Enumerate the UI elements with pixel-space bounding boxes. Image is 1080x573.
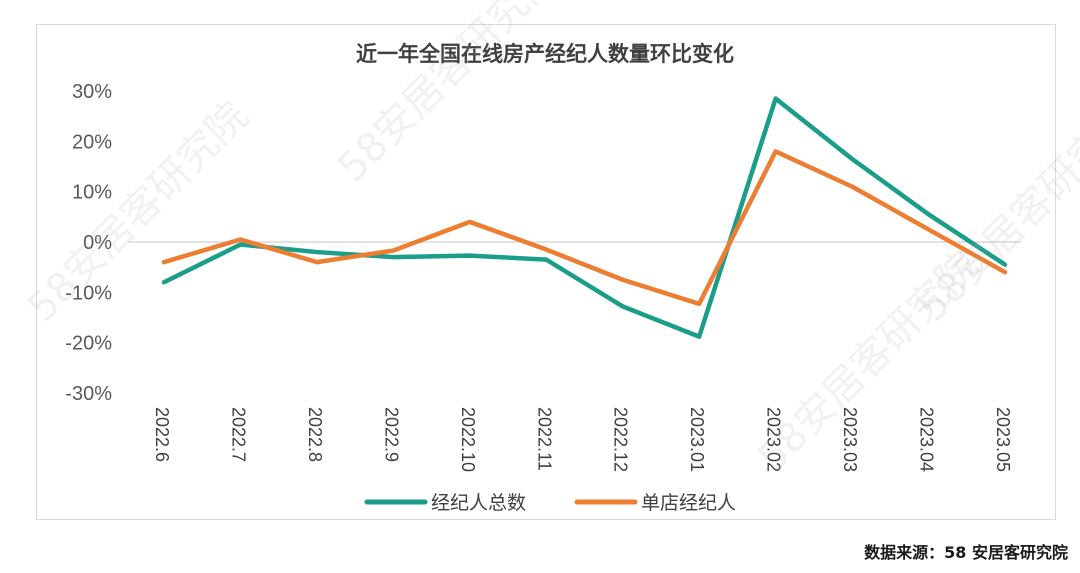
y-tick-label: 0%	[83, 232, 112, 254]
x-tick-label: 2022.7	[228, 407, 248, 462]
y-tick-label: 30%	[72, 81, 112, 103]
y-axis: 30% 20% 10% 0% -10% -20% -30%	[65, 81, 112, 405]
x-tick-label: 2022.9	[381, 407, 401, 462]
x-tick-label: 2022.11	[534, 407, 554, 471]
y-tick-label: -10%	[65, 282, 112, 304]
x-tick-label: 2022.10	[458, 407, 478, 472]
chart-title: 近一年全国在线房产经纪人数量环比变化	[356, 42, 734, 66]
series-line-2	[161, 149, 1008, 307]
x-tick-label: 2022.6	[152, 407, 172, 462]
line-chart: 近一年全国在线房产经纪人数量环比变化 30% 20% 10% 0% -10% -20% -3…	[65, 42, 1021, 514]
x-tick-label: 2023.01	[687, 407, 707, 472]
chart-frame: 近一年全国在线房产经纪人数量环比变化 30% 20% 10% 0% -10% -20% -3…	[36, 24, 1056, 520]
y-tick-label: 20%	[72, 131, 112, 153]
x-tick-label: 2023.03	[840, 407, 860, 472]
x-tick-label: 2023.04	[917, 407, 937, 472]
y-tick-label: 10%	[72, 182, 112, 204]
x-tick-label: 2022.8	[305, 407, 325, 462]
series-line-1	[161, 96, 1008, 339]
y-tick-label: -30%	[65, 383, 112, 405]
x-tick-label: 2023.05	[993, 407, 1013, 472]
source-note: 数据来源：58 安居客研究院	[864, 543, 1068, 562]
x-tick-label: 2023.02	[764, 407, 784, 472]
y-tick-label: -20%	[65, 333, 112, 355]
series-layer	[161, 96, 1008, 339]
legend: 经纪人总数 单店经纪人	[364, 492, 736, 514]
x-axis: 2022.6 2022.7 2022.8 2022.9 2022.10 2022.11 20…	[152, 407, 1013, 472]
legend-label: 经纪人总数	[431, 492, 526, 514]
legend-label: 单店经纪人	[641, 492, 736, 514]
x-tick-label: 2022.12	[611, 407, 631, 472]
